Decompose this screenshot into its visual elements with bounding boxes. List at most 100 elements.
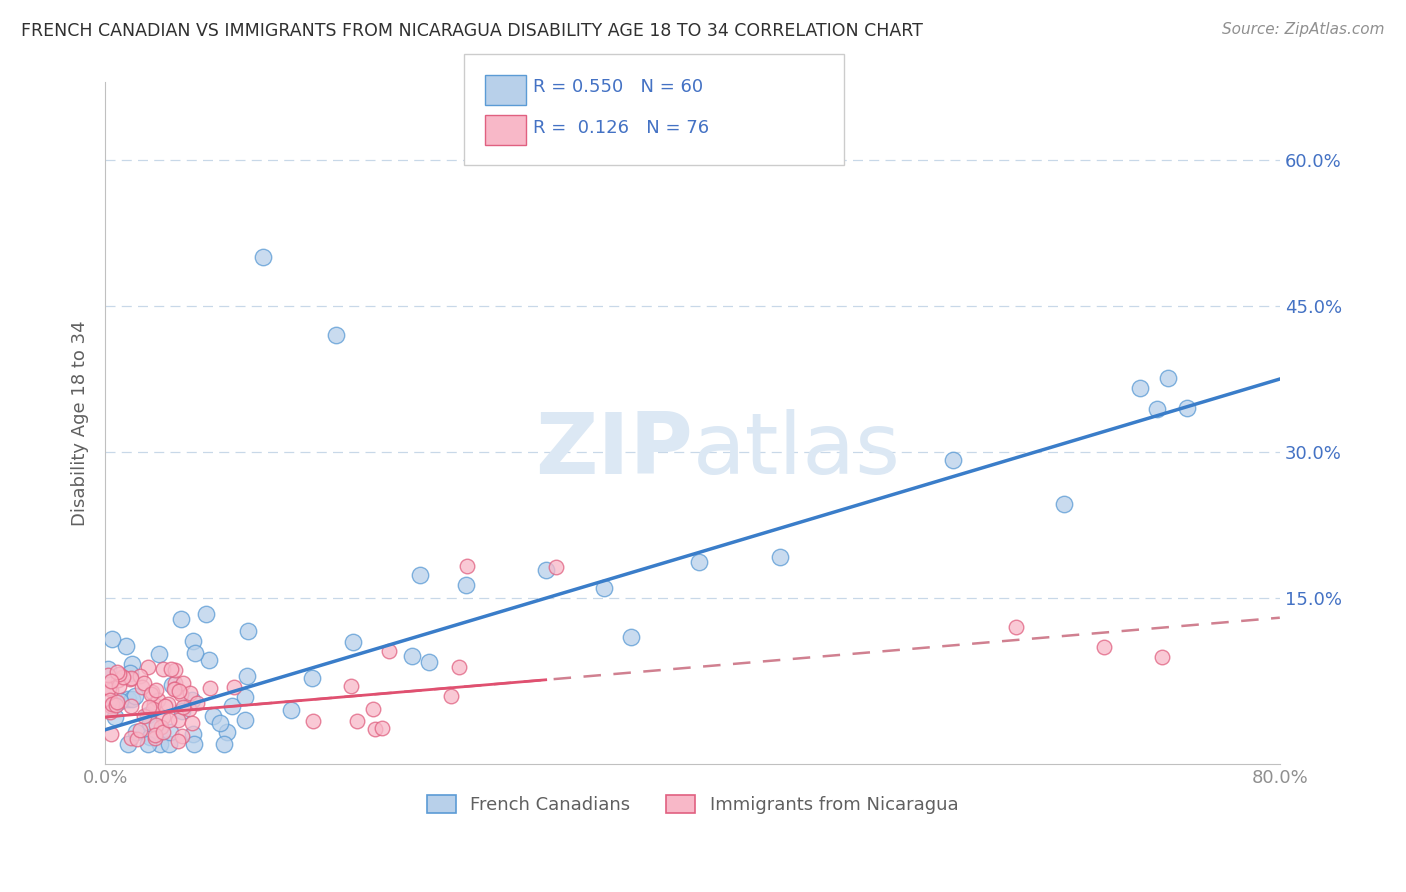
- Point: [104, 698, 127, 712]
- Point: [194, 607, 217, 622]
- Point: [152, 710, 174, 724]
- Point: [342, 635, 364, 649]
- Point: [301, 714, 323, 729]
- Point: [117, 692, 139, 706]
- Point: [172, 704, 194, 718]
- Point: [143, 731, 166, 745]
- Point: [688, 555, 710, 569]
- Point: [105, 695, 128, 709]
- Point: [1053, 497, 1076, 511]
- Point: [139, 730, 162, 744]
- Point: [167, 683, 190, 698]
- Point: [120, 665, 142, 680]
- Point: [121, 691, 143, 706]
- Point: [183, 737, 205, 751]
- Point: [152, 663, 174, 677]
- Point: [183, 726, 205, 740]
- Point: [142, 697, 165, 711]
- Point: [401, 649, 423, 664]
- Point: [97, 662, 120, 676]
- Point: [212, 737, 235, 751]
- Point: [120, 731, 142, 745]
- Point: [97, 668, 120, 682]
- Point: [108, 667, 131, 681]
- Point: [167, 734, 190, 748]
- Point: [128, 723, 150, 737]
- Point: [440, 690, 463, 704]
- Point: [157, 737, 180, 751]
- Point: [340, 679, 363, 693]
- Point: [107, 673, 129, 688]
- Point: [117, 737, 139, 751]
- Point: [346, 714, 368, 729]
- Point: [280, 703, 302, 717]
- Point: [148, 648, 170, 662]
- Point: [1175, 401, 1198, 416]
- Point: [159, 725, 181, 739]
- Point: [172, 676, 194, 690]
- Point: [136, 660, 159, 674]
- Point: [1092, 640, 1115, 654]
- Point: [152, 724, 174, 739]
- Point: [100, 673, 122, 688]
- Point: [378, 644, 401, 658]
- Point: [114, 639, 136, 653]
- Point: [418, 655, 440, 669]
- Point: [456, 559, 478, 574]
- Point: [370, 721, 392, 735]
- Point: [179, 686, 201, 700]
- Point: [233, 690, 256, 705]
- Point: [136, 708, 159, 723]
- Point: [301, 671, 323, 685]
- Point: [1157, 370, 1180, 384]
- Point: [172, 699, 194, 714]
- Point: [145, 683, 167, 698]
- Point: [136, 737, 159, 751]
- Point: [236, 624, 259, 638]
- Point: [101, 632, 124, 646]
- Point: [534, 563, 557, 577]
- Point: [620, 630, 643, 644]
- Point: [454, 578, 477, 592]
- Point: [111, 670, 134, 684]
- Point: [121, 657, 143, 672]
- Point: [143, 728, 166, 742]
- Point: [163, 681, 186, 696]
- Text: R = 0.550   N = 60: R = 0.550 N = 60: [533, 78, 703, 96]
- Text: FRENCH CANADIAN VS IMMIGRANTS FROM NICARAGUA DISABILITY AGE 18 TO 34 CORRELATION: FRENCH CANADIAN VS IMMIGRANTS FROM NICAR…: [21, 22, 922, 40]
- Point: [769, 550, 792, 565]
- Point: [361, 702, 384, 716]
- Point: [163, 681, 186, 696]
- Point: [1152, 649, 1174, 664]
- Point: [160, 677, 183, 691]
- Point: [177, 702, 200, 716]
- Point: [201, 709, 224, 723]
- Point: [97, 681, 120, 695]
- Point: [170, 612, 193, 626]
- Point: [221, 698, 243, 713]
- Point: [200, 681, 222, 695]
- Point: [108, 694, 131, 708]
- Point: [252, 250, 274, 264]
- Point: [146, 693, 169, 707]
- Point: [170, 687, 193, 701]
- Point: [184, 646, 207, 660]
- Point: [449, 659, 471, 673]
- Point: [186, 696, 208, 710]
- Point: [198, 653, 221, 667]
- Point: [1129, 381, 1152, 395]
- Point: [157, 713, 180, 727]
- Point: [111, 670, 134, 684]
- Y-axis label: Disability Age 18 to 34: Disability Age 18 to 34: [72, 320, 89, 525]
- Point: [1004, 620, 1026, 634]
- Point: [181, 716, 204, 731]
- Point: [592, 581, 614, 595]
- Point: [209, 716, 232, 731]
- Point: [107, 679, 129, 693]
- Point: [149, 737, 172, 751]
- Point: [100, 683, 122, 698]
- Point: [150, 720, 173, 734]
- Point: [134, 709, 156, 723]
- Text: R =  0.126   N = 76: R = 0.126 N = 76: [533, 119, 709, 136]
- Point: [941, 453, 963, 467]
